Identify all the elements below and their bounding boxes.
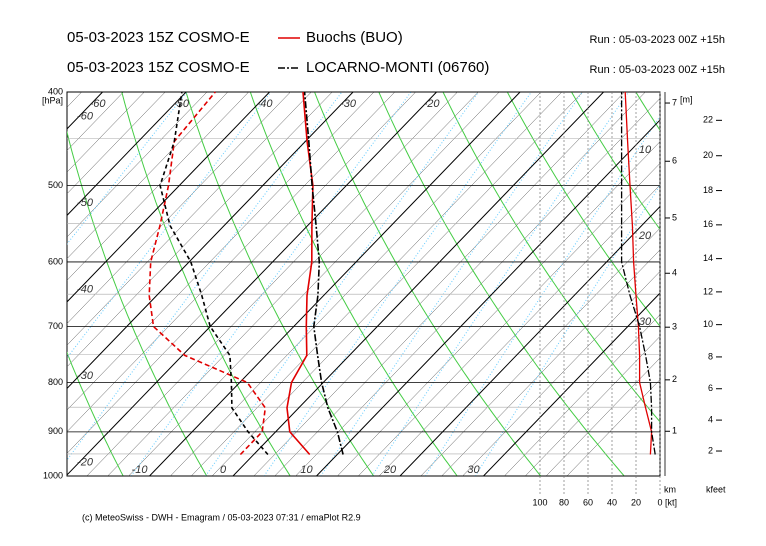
kfeet-tick-label: 4: [708, 414, 713, 424]
isotherm-hatch: [0, 92, 61, 476]
x-tick-label: -50: [77, 197, 94, 209]
wind-tick-label: 40: [607, 497, 617, 507]
y-tick-label: 600: [48, 256, 63, 266]
x-tick-label: 10: [300, 464, 313, 476]
mixing-ratio-label: 30: [639, 316, 652, 328]
km-unit: [m]: [680, 94, 693, 104]
run-info: Run : 05-03-2023 00Z +15h: [590, 34, 725, 46]
x-tick-label: -40: [257, 98, 274, 110]
header-model: 05-03-2023 15Z COSMO-E: [67, 59, 250, 76]
kfeet-tick-label: 10: [703, 319, 713, 329]
km-tick-label: 7: [672, 97, 677, 107]
footer: (c) MeteoSwiss - DWH - Emagram / 05-03-2…: [82, 512, 361, 522]
wind-tick-label: 60: [583, 497, 593, 507]
x-tick-label: 0: [220, 464, 227, 476]
header-model: 05-03-2023 15Z COSMO-E: [67, 29, 250, 46]
x-tick-label: 30: [467, 464, 480, 476]
kfeet-tick-label: 2: [708, 445, 713, 455]
y-tick-label: 1000: [43, 470, 63, 480]
y-tick-label: 500: [48, 180, 63, 190]
isotherm-hatch: [0, 92, 40, 476]
km-tick-label: 1: [672, 426, 677, 436]
km-label: km: [664, 484, 676, 494]
wind-tick-label: 20: [631, 497, 641, 507]
mixing-ratio-label: 10: [639, 144, 652, 156]
kfeet-tick-label: 14: [703, 253, 713, 263]
plot-area: [67, 92, 660, 476]
y-axis-label: [hPa]: [42, 95, 63, 105]
legend-label: Buochs (BUO): [306, 29, 403, 46]
dry-adiabat: [0, 92, 40, 476]
km-tick-label: 4: [672, 268, 677, 278]
isotherm-hatch: [0, 92, 19, 476]
x-tick-label: -10: [132, 464, 149, 476]
kfeet-tick-label: 6: [708, 383, 713, 393]
y-tick-label: 800: [48, 377, 63, 387]
km-tick-label: 3: [672, 322, 677, 332]
y-tick-label: 700: [48, 321, 63, 331]
x-tick-label: -30: [77, 370, 94, 382]
wind-tick-label: 80: [559, 497, 569, 507]
x-tick-label: -20: [77, 456, 94, 468]
kfeet-tick-label: 22: [703, 115, 713, 125]
kfeet-tick-label: 16: [703, 219, 713, 229]
kfeet-tick-label: 12: [703, 286, 713, 296]
km-tick-label: 6: [672, 156, 677, 166]
wind-unit: [kt]: [665, 497, 677, 507]
y-tick-label: 900: [48, 426, 63, 436]
run-info: Run : 05-03-2023 00Z +15h: [590, 64, 725, 76]
legend-label: LOCARNO-MONTI (06760): [306, 59, 489, 76]
x-tick-label: 20: [383, 464, 397, 476]
kfeet-label: kfeet: [706, 484, 726, 494]
x-tick-label: -20: [424, 98, 441, 110]
mixing-ratio-label: 20: [638, 230, 652, 242]
x-tick-label: -40: [77, 283, 94, 295]
kfeet-tick-label: 8: [708, 351, 713, 361]
kfeet-tick-label: 20: [703, 150, 713, 160]
km-tick-label: 2: [672, 374, 677, 384]
kfeet-tick-label: 18: [703, 185, 713, 195]
x-tick-label: -60: [77, 110, 94, 122]
wind-tick-label: 0: [657, 497, 662, 507]
x-tick-label: -60: [90, 98, 107, 110]
km-tick-label: 5: [672, 212, 677, 222]
wind-tick-label: 100: [532, 497, 547, 507]
x-tick-label: -30: [340, 98, 357, 110]
